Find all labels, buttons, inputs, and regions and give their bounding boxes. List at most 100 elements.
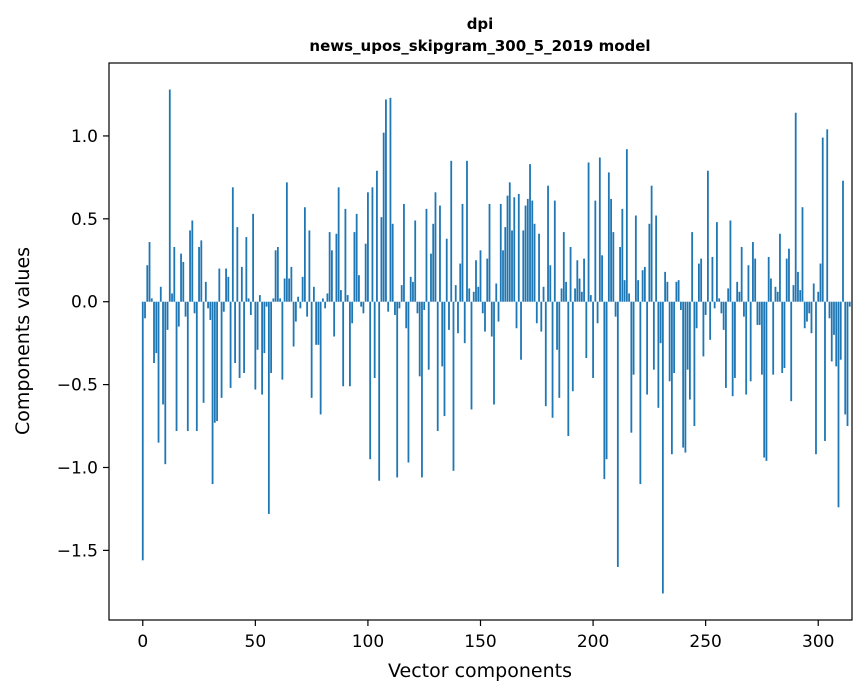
bar bbox=[770, 278, 772, 302]
bar bbox=[425, 208, 428, 302]
bar bbox=[198, 247, 200, 302]
bar bbox=[285, 182, 288, 302]
bar bbox=[526, 198, 529, 302]
bar bbox=[666, 281, 669, 302]
bar bbox=[333, 301, 336, 337]
bar bbox=[821, 137, 824, 302]
bar bbox=[585, 301, 588, 359]
bar bbox=[574, 288, 576, 302]
bar bbox=[396, 301, 399, 478]
bar bbox=[720, 301, 723, 314]
y-tick-label: −1.5 bbox=[57, 541, 98, 561]
bar bbox=[403, 203, 405, 302]
bar bbox=[761, 301, 763, 375]
bar bbox=[803, 301, 806, 329]
bar bbox=[360, 301, 363, 307]
bar bbox=[475, 260, 477, 302]
bar bbox=[643, 266, 646, 302]
bar bbox=[812, 283, 815, 302]
bars-layer bbox=[141, 89, 851, 594]
bar bbox=[603, 301, 606, 480]
bar bbox=[312, 286, 315, 302]
bar bbox=[299, 301, 302, 309]
bar bbox=[486, 258, 489, 302]
bar bbox=[481, 301, 484, 314]
bar bbox=[670, 301, 673, 455]
bar bbox=[745, 301, 748, 395]
x-tick-label: 0 bbox=[137, 632, 148, 652]
bar bbox=[707, 170, 709, 302]
bar bbox=[691, 232, 694, 302]
bar bbox=[389, 97, 392, 302]
bar bbox=[490, 301, 493, 337]
bar bbox=[783, 301, 786, 369]
bar bbox=[263, 301, 266, 354]
bar bbox=[592, 301, 594, 378]
bar bbox=[801, 207, 804, 302]
bar bbox=[551, 301, 554, 418]
bar bbox=[436, 301, 439, 432]
bar bbox=[470, 301, 473, 410]
bar bbox=[380, 217, 383, 302]
bar bbox=[614, 301, 617, 317]
bar bbox=[319, 301, 322, 415]
bar bbox=[175, 301, 178, 432]
bar bbox=[378, 301, 381, 481]
bar bbox=[369, 301, 372, 460]
bar bbox=[664, 271, 667, 302]
bar bbox=[650, 185, 653, 302]
bar bbox=[499, 203, 502, 302]
bar bbox=[204, 281, 207, 302]
bar bbox=[155, 301, 158, 354]
bar bbox=[533, 223, 536, 302]
bar bbox=[722, 301, 725, 330]
bar bbox=[652, 301, 655, 370]
bar bbox=[454, 285, 457, 302]
bar bbox=[833, 301, 835, 335]
bar bbox=[349, 301, 351, 387]
bar bbox=[249, 301, 252, 315]
bar bbox=[749, 301, 752, 382]
bar bbox=[587, 162, 590, 302]
bar bbox=[835, 301, 838, 367]
bar bbox=[558, 301, 561, 398]
bar bbox=[245, 237, 248, 302]
bar bbox=[517, 193, 520, 302]
bar bbox=[168, 89, 171, 302]
bar bbox=[799, 290, 802, 302]
bar bbox=[589, 295, 592, 302]
bar bbox=[358, 275, 360, 302]
bar bbox=[632, 301, 635, 375]
bar bbox=[661, 301, 664, 594]
bar bbox=[240, 266, 243, 302]
bar bbox=[256, 301, 259, 350]
bar bbox=[779, 233, 781, 302]
bar bbox=[180, 253, 182, 302]
bar bbox=[407, 301, 410, 463]
bar bbox=[331, 250, 333, 302]
bar bbox=[538, 233, 540, 302]
bar bbox=[234, 301, 236, 364]
bar bbox=[495, 283, 498, 302]
bar bbox=[238, 301, 241, 378]
bar bbox=[824, 301, 826, 441]
bar bbox=[225, 268, 227, 302]
bar bbox=[288, 278, 291, 302]
bar bbox=[159, 286, 162, 302]
bar bbox=[810, 301, 813, 334]
bar bbox=[839, 301, 842, 360]
bar bbox=[806, 301, 808, 322]
y-tick-label: 0.0 bbox=[71, 293, 98, 313]
bar bbox=[430, 253, 432, 302]
bar bbox=[342, 301, 345, 387]
bar bbox=[213, 301, 216, 423]
bar bbox=[367, 192, 369, 302]
bar bbox=[628, 293, 630, 302]
bar bbox=[461, 203, 464, 302]
bar bbox=[630, 301, 633, 433]
bar bbox=[236, 227, 239, 302]
bar bbox=[432, 223, 435, 302]
bar bbox=[306, 301, 309, 317]
bar bbox=[497, 301, 500, 322]
